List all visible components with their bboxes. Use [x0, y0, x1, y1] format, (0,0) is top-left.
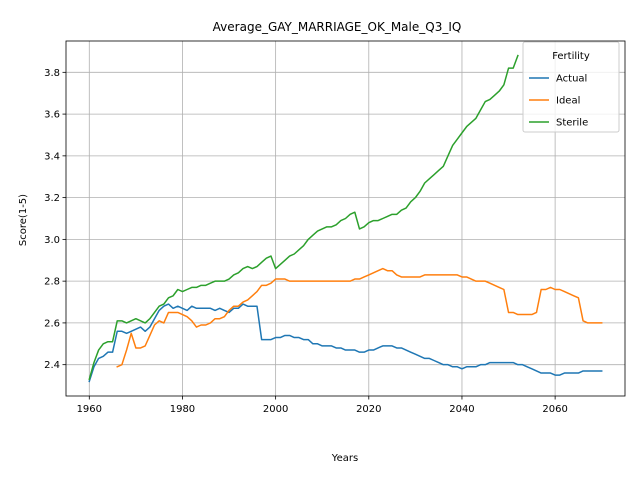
x-axis-ticks: 1960 1980 2000 2020 2040 2060	[77, 396, 568, 415]
series-line-sterile	[88, 54, 519, 381]
y-tick-label: 2.4	[44, 360, 60, 371]
y-tick-label: 3.6	[44, 110, 60, 121]
y-axis-label: Score(1-5)	[18, 194, 29, 246]
legend-label-sterile: Sterile	[556, 118, 588, 129]
legend-label-ideal: Ideal	[556, 96, 580, 107]
x-axis-label: Years	[331, 453, 358, 464]
y-tick-label: 2.6	[44, 318, 60, 329]
x-tick-label: 2020	[356, 404, 381, 415]
y-tick-label: 3.0	[44, 235, 60, 246]
x-tick-label: 1980	[170, 404, 195, 415]
series-layer	[88, 54, 603, 383]
y-axis-ticks: 2.4 2.6 2.8 3.0 3.2 3.4 3.6 3.8	[44, 68, 66, 371]
legend: Fertility Actual Ideal Sterile	[522, 41, 620, 133]
chart-title: Average_GAY_MARRIAGE_OK_Male_Q3_IQ	[213, 20, 462, 34]
legend-box	[522, 41, 620, 133]
y-tick-label: 2.8	[44, 277, 60, 288]
y-tick-label: 3.2	[44, 193, 60, 204]
x-tick-label: 2000	[263, 404, 288, 415]
legend-label-actual: Actual	[556, 74, 587, 85]
legend-items: Actual Ideal Sterile	[529, 74, 588, 129]
plot-area-frame	[65, 40, 626, 397]
x-tick-label: 1960	[77, 404, 102, 415]
x-tick-label: 2040	[449, 404, 474, 415]
y-tick-label: 3.8	[44, 68, 60, 79]
y-tick-label: 3.4	[44, 151, 60, 162]
x-tick-label: 2060	[542, 404, 567, 415]
grid-lines	[66, 41, 625, 396]
series-line-actual	[88, 303, 603, 383]
legend-title: Fertility	[552, 51, 590, 62]
series-line-ideal	[116, 267, 603, 368]
